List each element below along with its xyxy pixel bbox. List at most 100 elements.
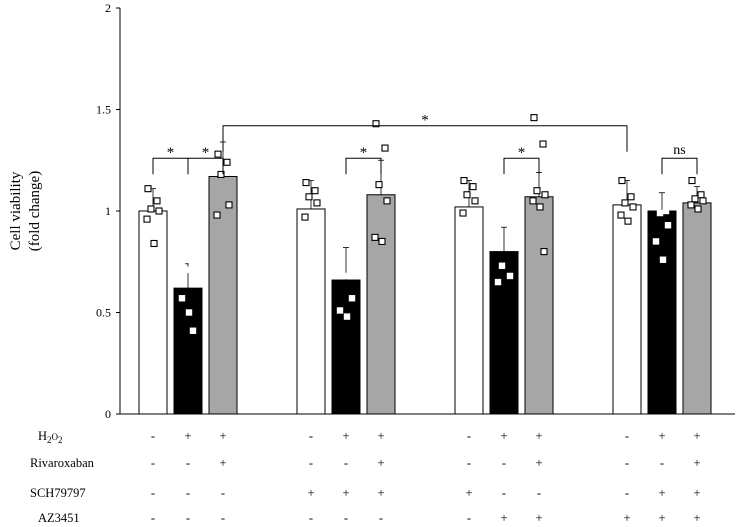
- data-point: [688, 177, 696, 185]
- y-tick-label: 1.5: [96, 103, 111, 117]
- bar: [489, 251, 519, 415]
- condition-sign: +: [535, 429, 542, 443]
- data-point: [691, 195, 699, 203]
- condition-sign: -: [309, 511, 313, 525]
- data-point: [375, 181, 383, 189]
- data-point: [664, 222, 672, 229]
- data-point: [346, 258, 354, 265]
- data-point: [372, 120, 380, 128]
- data-point: [182, 266, 190, 274]
- data-point: [217, 170, 225, 179]
- condition-sign: -: [344, 511, 348, 525]
- condition-sign: -: [502, 486, 506, 500]
- significance-label: *: [518, 145, 526, 161]
- condition-sign: +: [342, 486, 349, 500]
- data-point: [627, 193, 635, 201]
- significance-bracket: [222, 125, 628, 152]
- data-point: [371, 233, 379, 241]
- condition-sign: -: [151, 429, 155, 443]
- data-point: [213, 211, 221, 219]
- data-point: [697, 191, 705, 199]
- data-point: [185, 309, 193, 316]
- condition-sign: -: [221, 486, 225, 500]
- data-point: [618, 177, 626, 185]
- data-point: [313, 199, 321, 207]
- condition-sign: -: [186, 511, 190, 525]
- significance-bracket: [187, 157, 224, 175]
- bars: [138, 141, 712, 415]
- condition-sign: -: [309, 429, 313, 443]
- condition-sign: -: [186, 486, 190, 500]
- bar: [524, 196, 554, 415]
- condition-sign: -: [467, 456, 471, 470]
- data-point: [189, 327, 197, 334]
- significance-bracket: [661, 157, 698, 175]
- bar: [296, 208, 326, 415]
- condition-sign: +: [377, 456, 384, 470]
- data-point: [662, 207, 670, 215]
- data-point: [694, 205, 702, 213]
- data-point: [147, 205, 155, 213]
- y-tick-label: 0: [105, 407, 111, 421]
- condition-sign: -: [151, 511, 155, 525]
- significance-bracket: [345, 157, 382, 175]
- bar: [208, 175, 238, 415]
- condition-sign: -: [537, 486, 541, 500]
- condition-sign: -: [309, 456, 313, 470]
- condition-sign: -: [151, 456, 155, 470]
- data-point: [504, 244, 512, 251]
- condition-sign: -: [221, 511, 225, 525]
- condition-sign: -: [625, 486, 629, 500]
- condition-sign: -: [502, 456, 506, 470]
- data-point: [494, 278, 502, 286]
- data-point: [302, 179, 310, 187]
- data-point: [155, 207, 163, 215]
- y-tick-label: 1: [105, 204, 111, 218]
- condition-sign: +: [342, 429, 349, 443]
- condition-label: SCH79797: [30, 486, 86, 500]
- condition-sign: -: [625, 429, 629, 443]
- significance-annotations: * * * * ns *: [152, 113, 698, 175]
- data-point: [463, 191, 471, 199]
- significance-label: *: [360, 145, 368, 161]
- condition-sign: -: [625, 456, 629, 470]
- data-point: [659, 256, 667, 263]
- condition-sign: +: [658, 511, 665, 525]
- y-tick-label: 0.5: [96, 306, 111, 320]
- data-point: [656, 209, 664, 217]
- condition-sign: +: [693, 486, 700, 500]
- data-point: [336, 307, 344, 314]
- significance-label: *: [167, 145, 175, 161]
- y-axis-title-group: Cell viability (fold change): [8, 171, 43, 251]
- condition-sign: +: [535, 456, 542, 470]
- condition-sign: -: [379, 511, 383, 525]
- data-point: [506, 272, 514, 280]
- significance-label: *: [421, 113, 429, 129]
- data-point: [652, 238, 660, 245]
- data-point: [150, 239, 158, 248]
- data-point: [617, 211, 625, 219]
- data-point: [188, 260, 196, 267]
- data-point: [305, 193, 313, 201]
- data-point: [381, 144, 389, 152]
- data-point: [498, 262, 506, 270]
- bar: [682, 202, 712, 415]
- condition-sign: +: [658, 486, 665, 500]
- condition-sign: +: [465, 486, 472, 500]
- data-point: [530, 114, 538, 122]
- data-point: [533, 187, 541, 195]
- data-point: [460, 177, 468, 185]
- data-point: [539, 140, 547, 148]
- data-point: [340, 272, 348, 280]
- data-point: [383, 197, 391, 205]
- data-point: [624, 217, 632, 225]
- data-point: [190, 274, 198, 282]
- data-point: [225, 201, 233, 209]
- data-point: [469, 183, 477, 191]
- data-points: [143, 114, 707, 334]
- data-point: [214, 150, 222, 158]
- significance-bracket: [503, 157, 540, 175]
- data-point: [541, 191, 549, 199]
- y-axis-title: Cell viability (fold change): [8, 171, 43, 251]
